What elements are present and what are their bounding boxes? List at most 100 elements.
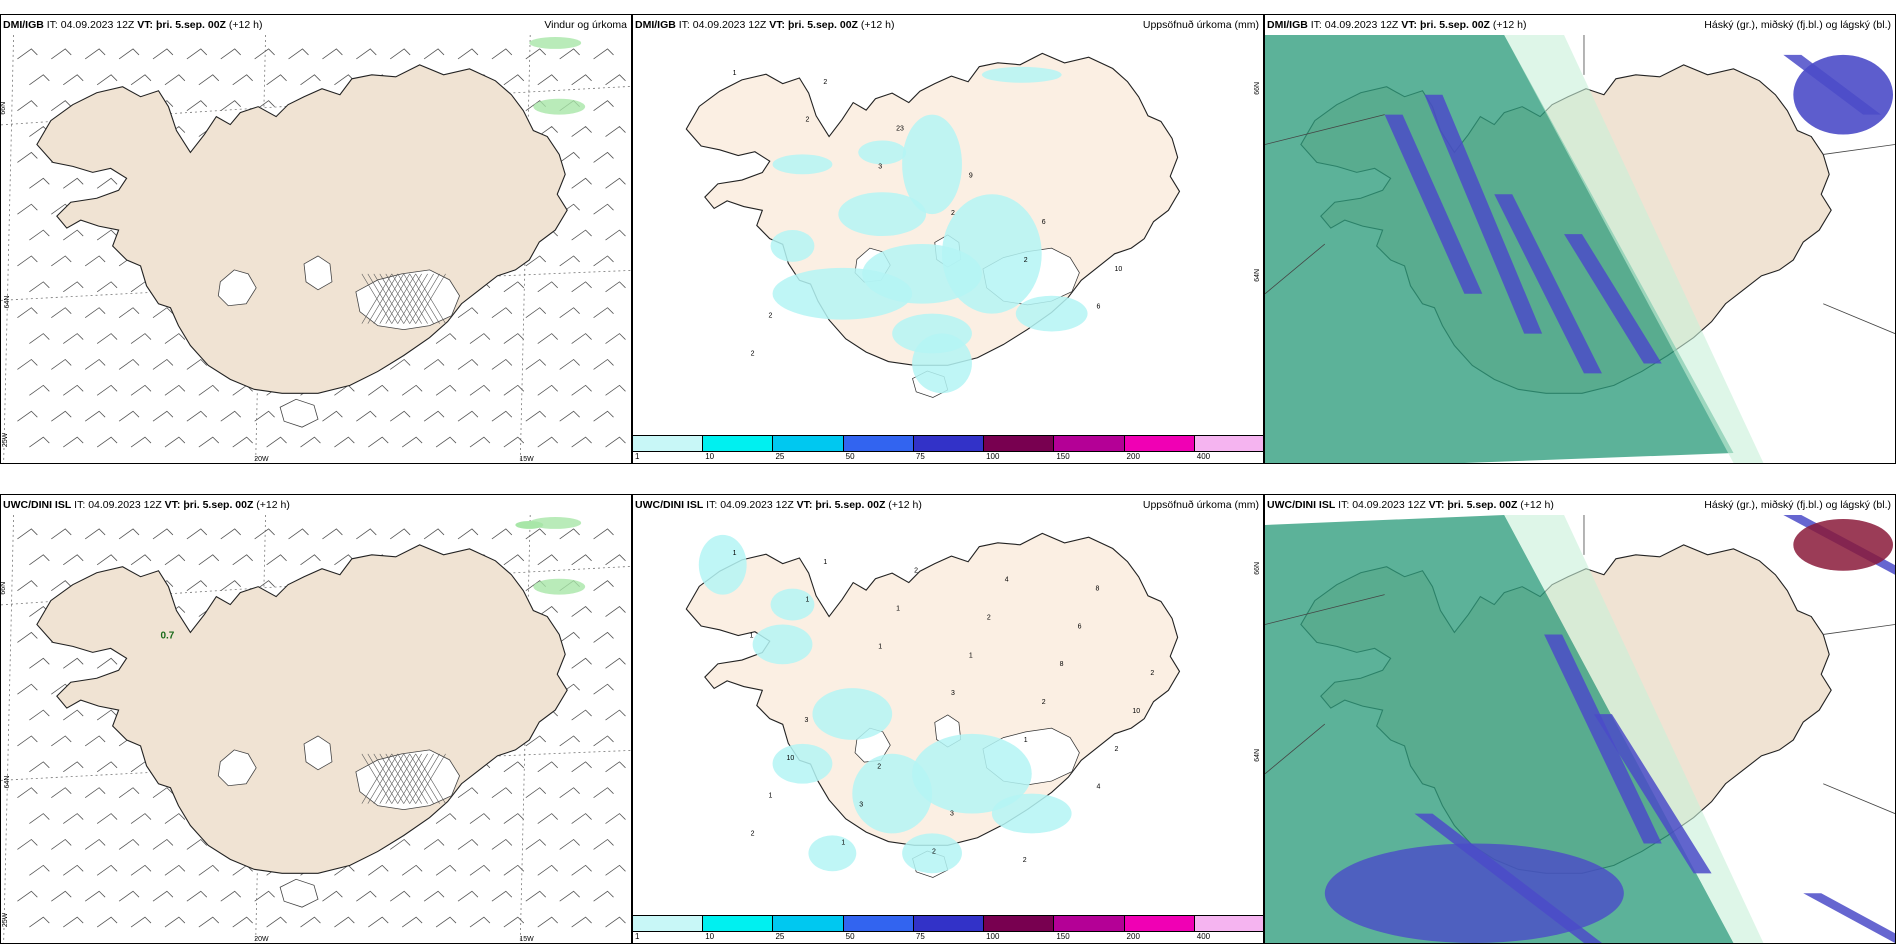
- wind-barb: [186, 410, 208, 422]
- colorbar-tick-label: 150: [1056, 932, 1070, 941]
- panel-title: Uppsöfnuð úrkoma (mm): [1142, 499, 1259, 511]
- wind-barb: [469, 333, 491, 344]
- wind-barb: [96, 813, 118, 824]
- wind-barb: [593, 410, 614, 422]
- wind-barb: [164, 916, 186, 928]
- wind-barb: [334, 436, 355, 448]
- wind-barb: [300, 436, 321, 448]
- wind-barb: [491, 358, 513, 370]
- wind-barb: [152, 307, 174, 319]
- wind-barb: [537, 74, 558, 86]
- precip-area: [812, 688, 893, 740]
- wind-barb: [63, 813, 84, 824]
- precip-value-label: 2: [769, 313, 773, 320]
- colorbar-tick-label: 100: [986, 452, 1000, 461]
- precip-value-label: 3: [951, 690, 955, 697]
- wind-barb: [254, 890, 275, 902]
- colorbar-swatch: [1054, 435, 1125, 452]
- panel-wind-uwc: UWC/DINI ISL IT: 04.09.2023 12Z VT: þri.…: [0, 494, 632, 944]
- wind-barb: [525, 735, 547, 747]
- colorbar-tick-label: 1: [635, 932, 640, 941]
- precip-area: [902, 114, 962, 215]
- wind-barb: [423, 528, 445, 540]
- wind-barb: [559, 48, 580, 60]
- wind-barb: [51, 358, 72, 370]
- wind-barb: [503, 916, 525, 928]
- wind-barb: [571, 333, 592, 344]
- wind-barb: [63, 864, 84, 876]
- wind-barb: [266, 554, 287, 566]
- wind-barb: [457, 528, 479, 540]
- colorbar: 1 10 25 50 75 100 150 200 400: [633, 913, 1263, 943]
- precip-hatch: [361, 753, 446, 804]
- panel-cloud-uwc: UWC/DINI ISL IT: 04.09.2023 12Z VT: þri.…: [1264, 494, 1896, 944]
- wind-barb: [559, 307, 580, 319]
- wind-barb: [186, 838, 208, 850]
- precip-patch: [515, 520, 544, 529]
- colorbar-swatch: [1194, 915, 1263, 932]
- precip-value-label: 1: [878, 643, 882, 650]
- wind-barb: [605, 384, 626, 396]
- wind-barb: [164, 436, 186, 448]
- wind-barb: [51, 735, 72, 747]
- wind-barb: [503, 761, 525, 773]
- colorbar-tick-label: 1: [635, 452, 640, 461]
- wind-barb: [593, 100, 614, 111]
- colorbar-tick-label: 10: [705, 452, 715, 461]
- precip-areas: [698, 534, 1072, 874]
- colorbar-swatch: [1054, 915, 1125, 932]
- wind-barb: [525, 838, 547, 850]
- wind-barb: [593, 203, 614, 215]
- wind-barb: [469, 436, 491, 448]
- wind-barb: [186, 358, 208, 370]
- wind-barb: [186, 580, 208, 591]
- wind-barb: [559, 528, 580, 540]
- wind-barb: [503, 813, 525, 824]
- wind-barb: [356, 48, 377, 60]
- wind-barb: [152, 838, 174, 850]
- colorbar-swatch: [1124, 435, 1195, 452]
- wind-barb: [29, 761, 50, 773]
- wind-barb: [17, 48, 38, 60]
- wind-barb: [17, 890, 38, 902]
- wind-barb: [232, 74, 253, 86]
- precip-area: [912, 733, 1032, 814]
- wind-barb: [51, 528, 72, 540]
- wind-barb: [63, 74, 84, 86]
- wind-barb: [571, 384, 592, 396]
- wind-barb: [605, 126, 626, 137]
- wind-barb: [96, 709, 118, 721]
- glacier-area: [303, 735, 333, 771]
- wind-map: 66N 64N 20W 15W 25W: [1, 35, 631, 463]
- precip-patch: [533, 98, 586, 115]
- wind-barb: [51, 890, 72, 902]
- wind-barb: [186, 48, 208, 60]
- lat-label-64: 64N: [1254, 269, 1261, 282]
- glacier-area: [355, 269, 460, 331]
- precip-area: [942, 194, 1042, 314]
- wind-barb: [63, 384, 84, 396]
- wind-barb: [389, 410, 411, 422]
- wind-barb: [84, 787, 106, 799]
- precip-value-label: 2: [932, 848, 936, 855]
- wind-barb: [29, 333, 50, 344]
- lat-label-66: 66N: [1254, 82, 1261, 95]
- wind-barb: [220, 580, 241, 591]
- wind-barb: [525, 358, 547, 370]
- wind-barb: [368, 384, 389, 396]
- wind-barb: [605, 813, 626, 824]
- wind-barb: [84, 735, 106, 747]
- wind-barb: [96, 333, 118, 344]
- wind-barb: [220, 410, 241, 422]
- wind-barb: [491, 838, 513, 850]
- wind-barb: [503, 864, 525, 876]
- wind-barb: [29, 657, 50, 669]
- wind-barb: [220, 890, 241, 902]
- lat-label-66: 66N: [1, 582, 7, 595]
- wind-barb: [593, 683, 614, 695]
- wind-barb: [435, 813, 457, 824]
- wind-barb: [334, 916, 355, 928]
- precip-value-label: 2: [987, 614, 991, 621]
- panel-header: UWC/DINI ISL IT: 04.09.2023 12Z VT: þri.…: [1267, 499, 1891, 511]
